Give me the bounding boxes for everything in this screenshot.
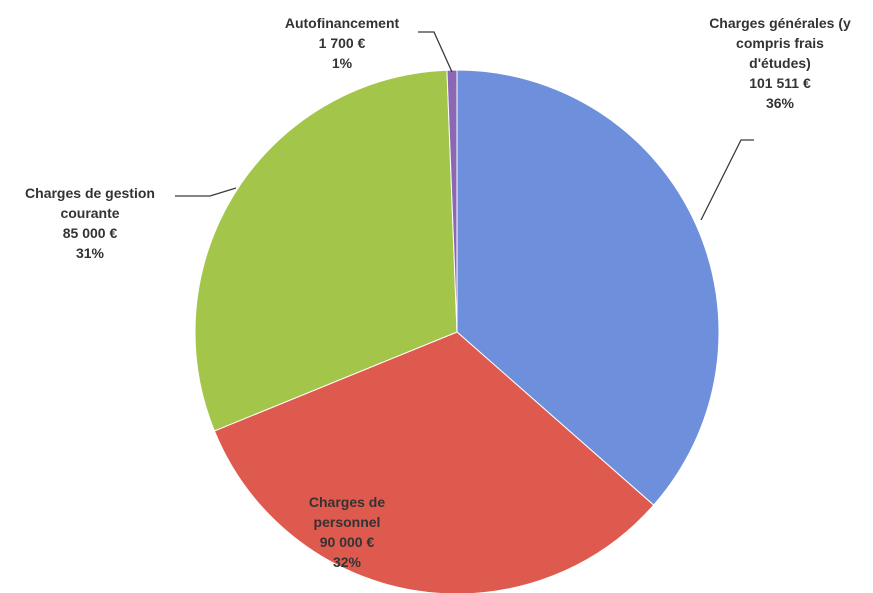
slice-value-label: 101 511 € <box>749 75 811 91</box>
slice-value-label: 85 000 € <box>63 225 118 241</box>
pie-slice-2 <box>213 331 655 593</box>
slice-value-label: 1 700 € <box>319 35 366 51</box>
slice-percent-label: 36% <box>766 95 795 111</box>
leader-line-3 <box>175 187 237 197</box>
slice-label-line: Autofinancement <box>285 15 400 31</box>
slice-label-3: Charges de gestion courante 85 000 € 31% <box>25 185 155 261</box>
leader-line-4 <box>418 31 453 73</box>
slice-label-2: Charges de personnel 90 000 € 32% <box>309 494 385 570</box>
slice-label-line: courante <box>60 205 119 221</box>
slice-label-line: Charges de <box>309 494 385 510</box>
leader-lines <box>175 31 754 221</box>
slice-percent-label: 31% <box>76 245 105 261</box>
pie-slice-1 <box>456 69 720 506</box>
slice-label-1: Charges générales (y compris frais d'étude… <box>709 15 851 111</box>
slice-percent-label: 32% <box>333 554 362 570</box>
slice-label-line: d'études) <box>749 55 811 71</box>
slice-label-line: personnel <box>314 514 381 530</box>
slice-labels: Charges générales (y compris frais d'étude… <box>25 15 851 570</box>
pie-slice-4 <box>446 69 458 333</box>
slice-label-line: compris frais <box>736 35 824 51</box>
leader-line-1 <box>700 139 754 221</box>
pie-slices <box>194 69 720 593</box>
slice-label-line: Charges de gestion <box>25 185 155 201</box>
slice-value-label: 90 000 € <box>320 534 375 550</box>
slice-label-4: Autofinancement 1 700 € 1% <box>285 15 400 71</box>
pie-slice-3 <box>194 69 458 432</box>
slice-percent-label: 1% <box>332 55 353 71</box>
slice-label-line: Charges générales (y <box>709 15 851 31</box>
